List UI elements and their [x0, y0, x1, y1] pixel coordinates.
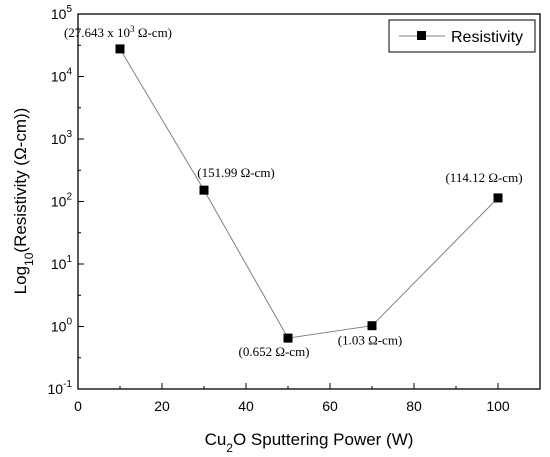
data-point — [115, 44, 125, 54]
y-tick-label: 102 — [51, 192, 73, 210]
y-axis-ticks: 10-1 100 101 102 103 104 105 — [48, 4, 84, 397]
y-tick-label: 100 — [51, 317, 73, 335]
data-point — [493, 193, 503, 203]
data-label: (114.12 Ω-cm) — [445, 170, 522, 185]
data-label: (27.643 x 103 Ω-cm) — [64, 24, 172, 40]
resistivity-line — [119, 48, 499, 339]
x-tick-label: 80 — [406, 398, 422, 414]
data-label: (0.652 Ω-cm) — [238, 344, 309, 359]
y-tick-label: 10-1 — [48, 379, 73, 397]
y-tick-label: 105 — [51, 4, 73, 22]
data-label: (1.03 Ω-cm) — [338, 333, 403, 348]
x-tick-label: 0 — [74, 398, 82, 414]
x-axis-title: Cu2O Sputtering Power (W) — [205, 430, 414, 455]
data-label: (151.99 Ω-cm) — [197, 165, 275, 180]
x-tick-label: 60 — [322, 398, 338, 414]
x-tick-label: 100 — [486, 398, 510, 414]
x-axis-ticks: 0 20 40 60 80 100 — [74, 383, 510, 414]
x-tick-label: 40 — [238, 398, 254, 414]
series-markers — [115, 44, 503, 343]
data-point — [283, 333, 293, 343]
data-point — [367, 321, 377, 331]
data-annotations: (27.643 x 103 Ω-cm) (151.99 Ω-cm) (0.652 Ω… — [64, 24, 523, 359]
y-tick-label: 104 — [51, 67, 73, 85]
x-tick-label: 20 — [154, 398, 170, 414]
legend-marker-square — [417, 31, 426, 40]
y-tick-label: 101 — [51, 254, 73, 272]
series-line — [119, 48, 499, 339]
legend-entry-resistivity: Resistivity — [451, 29, 523, 46]
legend: Resistivity — [388, 19, 536, 53]
data-point — [199, 185, 209, 195]
plot-frame — [77, 13, 541, 390]
y-tick-label: 103 — [51, 129, 73, 147]
y-axis-title: Log10(Resistivity (Ω-cm)) — [11, 108, 36, 295]
